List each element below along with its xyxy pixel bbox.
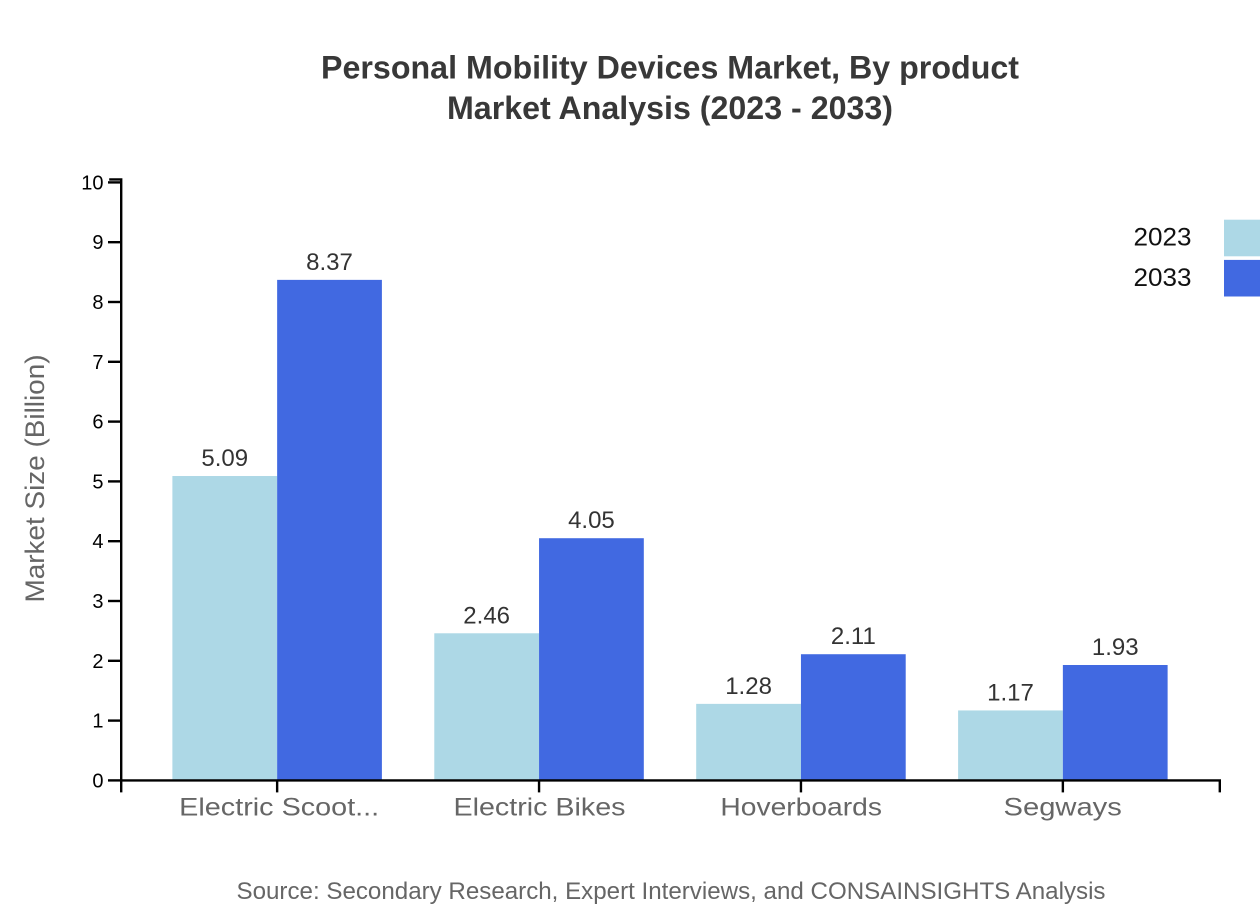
svg-text:10: 10 [81,172,103,194]
svg-text:1.28: 1.28 [725,673,772,700]
svg-text:Hoverboards: Hoverboards [720,794,882,822]
svg-text:4: 4 [92,531,103,553]
svg-text:Electric Scoot...: Electric Scoot... [179,794,379,822]
svg-text:4.05: 4.05 [568,507,615,534]
svg-text:5.09: 5.09 [201,445,248,472]
svg-text:1: 1 [92,711,103,733]
svg-text:Market Analysis (2023 - 2033): Market Analysis (2023 - 2033) [447,90,893,126]
svg-text:8: 8 [92,292,103,314]
svg-text:7: 7 [92,352,103,374]
svg-text:Source: Secondary Research, Ex: Source: Secondary Research, Expert Inter… [237,878,1106,905]
svg-text:0: 0 [92,770,103,792]
svg-text:2023: 2023 [1134,224,1192,252]
svg-text:Market Size (Billion): Market Size (Billion) [20,355,50,603]
svg-text:2.46: 2.46 [463,602,510,629]
svg-text:Personal Mobility Devices Mark: Personal Mobility Devices Market, By pro… [321,50,1019,86]
svg-text:1.17: 1.17 [987,679,1034,706]
svg-text:8.37: 8.37 [306,249,353,276]
svg-text:Segways: Segways [1004,794,1122,822]
svg-text:3: 3 [92,591,103,613]
svg-text:5: 5 [92,471,103,493]
svg-text:2033: 2033 [1134,264,1192,292]
svg-text:2: 2 [92,651,103,673]
svg-text:6: 6 [92,412,103,434]
svg-text:Electric Bikes: Electric Bikes [454,794,626,822]
svg-text:9: 9 [92,232,103,254]
svg-text:1.93: 1.93 [1092,634,1139,661]
svg-text:2.11: 2.11 [831,623,876,650]
